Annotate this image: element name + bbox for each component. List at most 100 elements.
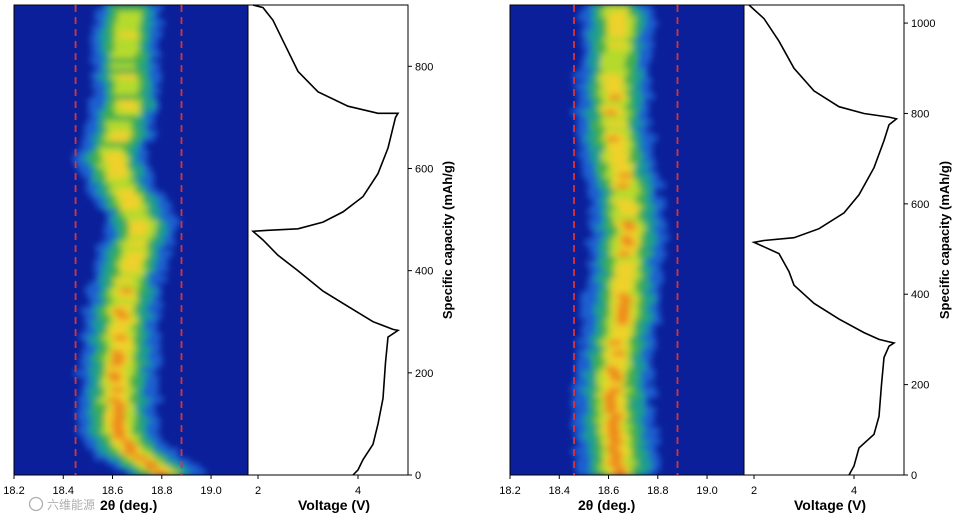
heatmap-cell xyxy=(606,421,619,429)
heatmap-cell xyxy=(110,56,144,64)
heatmap-cell xyxy=(116,186,134,194)
heatmap-cell xyxy=(608,338,622,346)
capacity-tick-label: 0 xyxy=(415,470,421,482)
heatmap-cell xyxy=(608,447,622,456)
heatmap-cell xyxy=(613,463,626,471)
right-reference-lines xyxy=(573,5,679,475)
heatmap-cell xyxy=(609,343,628,351)
heatmap-cell xyxy=(146,463,160,471)
heatmap-cell xyxy=(111,385,124,393)
heatmap-cell xyxy=(109,134,128,142)
heatmap-cell xyxy=(113,35,139,43)
heatmap-cell xyxy=(606,77,624,85)
voltage-tick-label: 2 xyxy=(255,485,261,497)
heatmap-cell xyxy=(616,317,629,325)
heatmap-cell xyxy=(111,421,124,429)
heatmap-cell xyxy=(113,87,138,95)
heatmap-cell xyxy=(112,406,125,414)
heatmap-cell xyxy=(617,306,630,315)
left-voltage-frame xyxy=(247,4,409,476)
heatmap-cell xyxy=(117,98,136,106)
heatmap-cell xyxy=(99,145,124,153)
heatmap-cell xyxy=(602,380,622,388)
heatmap-cell xyxy=(113,343,133,351)
heatmap-cell xyxy=(117,14,141,22)
heatmap-cell xyxy=(610,19,629,27)
heatmap-cell xyxy=(114,77,140,85)
capacity-tick-label: 400 xyxy=(911,289,929,301)
heatmap-cell xyxy=(612,160,632,168)
heatmap-cell xyxy=(604,108,617,116)
heatmap-cell xyxy=(610,333,629,341)
heatmap-cell xyxy=(606,134,619,142)
heatmap-cell xyxy=(112,338,132,346)
heatmap-cell xyxy=(614,468,626,475)
heatmap-cell xyxy=(612,212,638,221)
heatmap-cell xyxy=(606,118,626,127)
heatmap-cell xyxy=(614,197,633,205)
heatmap-cell xyxy=(115,82,139,90)
heatmap-cell xyxy=(111,416,125,424)
heatmap-cell xyxy=(615,265,634,273)
heatmap-cell xyxy=(607,458,621,466)
heatmap-cell xyxy=(106,118,132,127)
left-voltage-curve xyxy=(251,4,401,476)
heatmap-cell xyxy=(115,108,141,116)
heatmap-cell xyxy=(618,249,630,257)
heatmap-cell xyxy=(120,202,139,210)
heatmap-cell xyxy=(604,395,616,403)
heatmap-cell xyxy=(608,427,621,435)
heatmap-cell xyxy=(128,228,147,236)
voltage-tick-label: 4 xyxy=(851,485,857,497)
heatmap-cell xyxy=(600,56,626,64)
heatmap-cell xyxy=(104,150,124,158)
capacity-tick-label: 600 xyxy=(911,199,929,211)
heatmap-cell xyxy=(120,286,133,294)
heatmap-cell xyxy=(609,139,628,147)
left-capacity-axis: 0 200 400 600 800 xyxy=(408,61,433,482)
heatmap-cell xyxy=(117,9,142,17)
capacity-tick-label: 200 xyxy=(415,368,433,380)
heatmap-cell xyxy=(111,181,136,189)
x-tick-label: 18.6 xyxy=(598,485,619,497)
heatmap-cell xyxy=(599,61,625,69)
heatmap-cell xyxy=(607,87,626,95)
heatmap-cell xyxy=(601,71,621,80)
heatmap-cell xyxy=(617,291,630,299)
heatmap-cell xyxy=(113,353,126,362)
heatmap-cell xyxy=(602,82,621,90)
heatmap-cell xyxy=(606,45,632,53)
heatmap-cell xyxy=(130,223,149,231)
heatmap-cell xyxy=(105,176,130,184)
heatmap-cell xyxy=(109,165,128,174)
heatmap-cell xyxy=(616,181,629,189)
heatmap-cell xyxy=(106,155,125,163)
capacity-tick-label: 0 xyxy=(911,470,917,482)
x-tick-label: 18.2 xyxy=(3,485,24,497)
heatmap-cell xyxy=(607,432,620,440)
x-tick-label: 19.0 xyxy=(696,485,717,497)
heatmap-cell xyxy=(622,218,634,226)
heatmap-cell xyxy=(604,124,630,132)
heatmap-cell xyxy=(110,359,123,367)
left-capacity-axis-title: Specific capacity (mAh/g) xyxy=(440,161,455,319)
heatmap-cell xyxy=(99,139,133,147)
watermark-logo-icon xyxy=(28,496,44,512)
heatmap-cell xyxy=(104,113,139,121)
heatmap-cell xyxy=(603,5,629,12)
heatmap-cell xyxy=(604,129,623,137)
heatmap-cell xyxy=(113,432,125,440)
heatmap-cell xyxy=(109,374,122,382)
heatmap-cell xyxy=(608,40,628,48)
heatmap-cell xyxy=(112,296,139,304)
heatmap-cell xyxy=(111,380,130,388)
heatmap-cell xyxy=(143,458,156,466)
watermark: 六维能源 xyxy=(28,496,95,512)
heatmap-cell xyxy=(133,453,147,461)
heatmap-cell xyxy=(606,442,619,450)
heatmap-cell xyxy=(114,333,127,341)
heatmap-cell xyxy=(609,369,622,377)
heatmap-cell xyxy=(606,145,624,153)
